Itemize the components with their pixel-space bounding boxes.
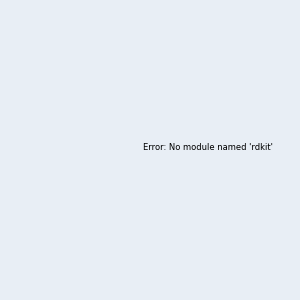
Text: Error: No module named 'rdkit': Error: No module named 'rdkit' — [143, 143, 273, 152]
